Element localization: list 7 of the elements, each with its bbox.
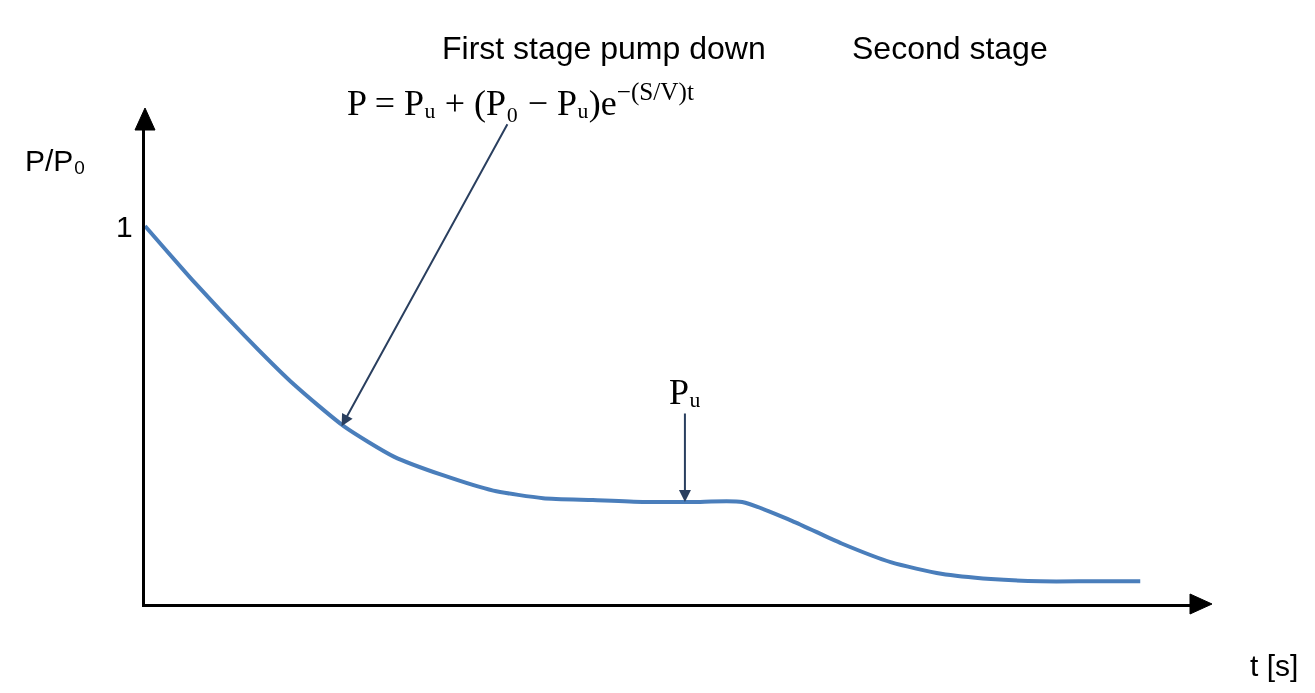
text: First stage pump down [442, 30, 766, 66]
text: 1 [116, 210, 133, 243]
annotation: Pᵤ [669, 372, 701, 412]
text: Second stage [852, 30, 1048, 66]
x-axis-title: t [s] [1250, 649, 1299, 682]
text: P = Pᵤ + (P₀ − Pᵤ)e$^{−(S/V)t}$ [347, 78, 694, 124]
y-axis-title: P/P₀ [25, 144, 86, 177]
